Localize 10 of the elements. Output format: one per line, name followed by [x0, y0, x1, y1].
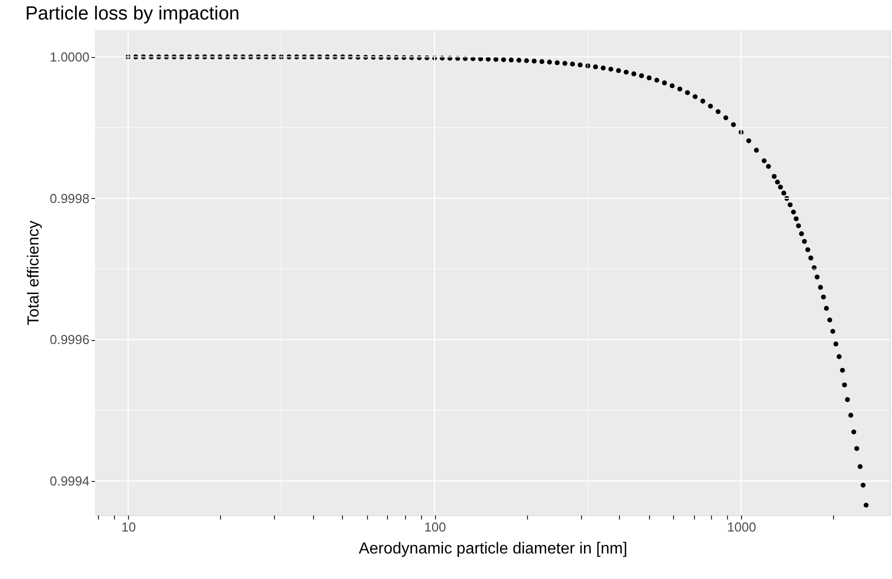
y-tick-label: 1.0000 — [50, 49, 90, 64]
y-axis-title: Total efficiency — [26, 220, 43, 326]
x-tick-label: 100 — [424, 520, 446, 534]
y-tick-label: 0.9996 — [50, 332, 90, 348]
x-tick-label: 10 — [121, 520, 136, 534]
y-tick-label: 0.9998 — [50, 190, 90, 206]
y-tick-label: 0.9994 — [50, 474, 90, 489]
x-tick-label: 1000 — [727, 520, 756, 534]
chart-title: Particle loss by impaction — [25, 3, 240, 24]
x-axis-title: Aerodynamic particle diameter in [nm] — [358, 540, 628, 558]
